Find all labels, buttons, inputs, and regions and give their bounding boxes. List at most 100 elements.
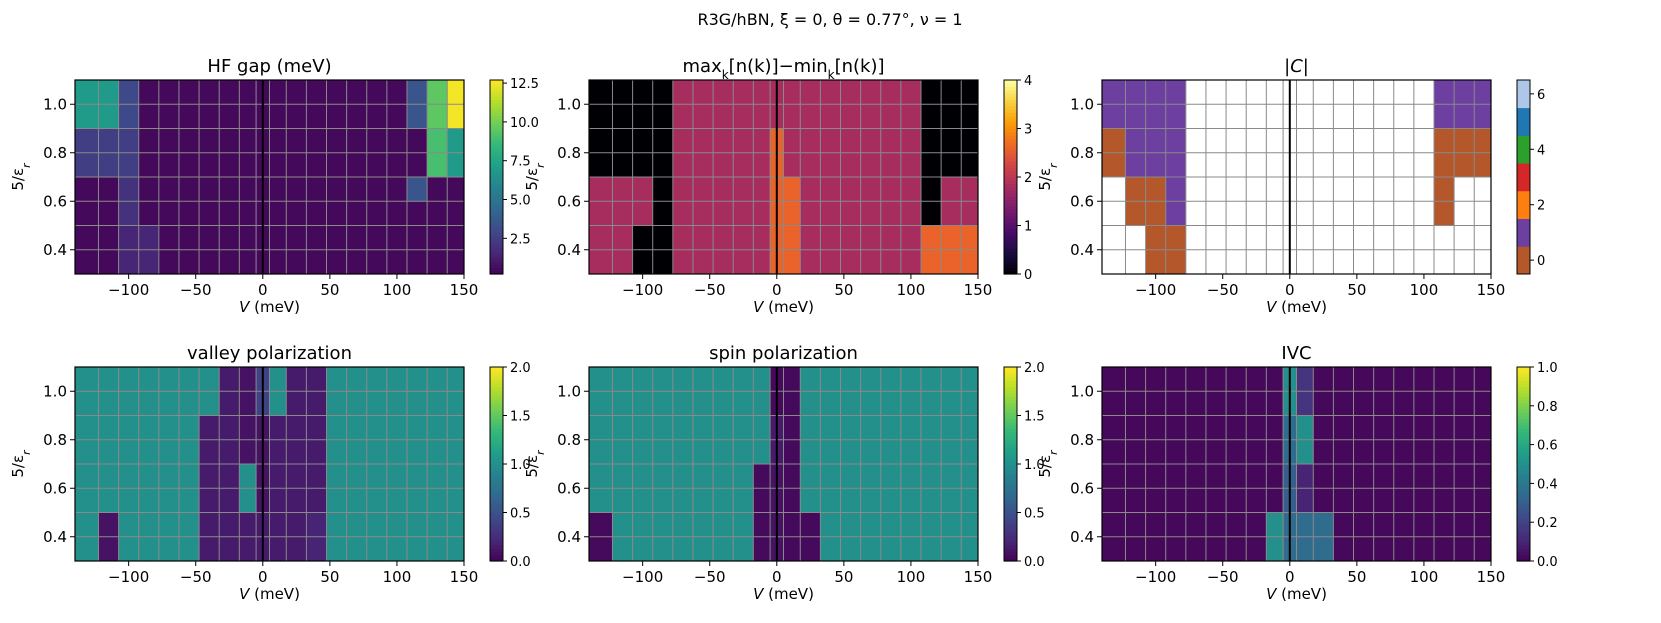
colorbar-segment <box>1004 483 1017 488</box>
x-tick-label: 0 <box>772 281 782 299</box>
heatmap-cell <box>860 128 882 154</box>
colorbar-tick-label: 2 <box>1024 171 1032 186</box>
heatmap-cell <box>1125 201 1146 226</box>
heatmap-cell <box>75 536 99 562</box>
heatmap-cell <box>860 464 882 489</box>
heatmap-cell <box>98 104 119 129</box>
heatmap-cell <box>406 367 428 392</box>
y-tick-label: 0.4 <box>557 241 581 259</box>
heatmap-cell <box>1226 225 1247 251</box>
heatmap-cell <box>753 488 771 513</box>
heatmap-cell <box>1413 177 1435 202</box>
heatmap-cell <box>1474 201 1492 226</box>
heatmap-cell <box>880 536 902 562</box>
heatmap-cell <box>753 80 771 105</box>
heatmap-cell <box>753 415 771 441</box>
heatmap-cell <box>880 464 902 489</box>
heatmap-cell <box>880 249 902 275</box>
heatmap-cell <box>672 128 694 154</box>
heatmap-cell <box>733 439 754 465</box>
heatmap-cell <box>178 464 200 489</box>
heatmap-cell <box>920 439 942 465</box>
colorbar-segment <box>490 373 503 378</box>
heatmap-cell <box>783 201 801 226</box>
colorbar-segment <box>1004 257 1017 262</box>
colorbar-segment <box>490 493 503 497</box>
colorbar-segment <box>490 219 503 223</box>
heatmap-cell <box>75 201 99 226</box>
heatmap-cell <box>326 391 348 416</box>
heatmap-cell <box>386 152 408 178</box>
colorbar-segment <box>1517 493 1530 497</box>
colorbar-segment <box>1004 396 1017 400</box>
x-tick-label: 0 <box>258 281 268 299</box>
heatmap-cells <box>1102 367 1492 562</box>
heatmap-cell <box>612 512 633 538</box>
colorbar-segment <box>1517 518 1530 523</box>
heatmap-cell <box>178 415 200 441</box>
heatmap-cell <box>1313 415 1334 441</box>
heatmap-cell <box>920 415 942 441</box>
heatmap-cell <box>1125 415 1146 441</box>
heatmap-cell <box>941 225 962 251</box>
heatmap-cell <box>1393 464 1415 489</box>
heatmap-cell <box>269 439 287 465</box>
heatmap-cell <box>1353 80 1375 105</box>
heatmap-cell <box>306 415 327 441</box>
heatmap-cell <box>713 536 734 562</box>
heatmap-cell <box>1145 488 1167 513</box>
heatmap-cell <box>138 415 160 441</box>
heatmap-cell <box>158 177 180 202</box>
colorbar-segment <box>1004 219 1017 223</box>
colorbar-segment <box>1004 189 1017 194</box>
heatmap-cell <box>75 80 99 105</box>
heatmap-cell <box>219 249 240 275</box>
heatmap-cell <box>1333 152 1354 178</box>
heatmap-cell <box>219 415 240 441</box>
heatmap-cell <box>138 512 160 538</box>
heatmap-cell <box>941 152 962 178</box>
colorbar-tick-label: 0 <box>1537 254 1545 269</box>
colorbar-segment <box>1004 86 1017 91</box>
colorbar-tick-label: 0.6 <box>1537 439 1558 454</box>
heatmap-cell <box>178 80 200 105</box>
heatmap-cell <box>1102 488 1126 513</box>
heatmap-cell <box>447 152 465 178</box>
heatmap-cell <box>447 439 465 465</box>
heatmap-cell <box>1353 512 1375 538</box>
y-tick-label: 0.8 <box>557 431 581 449</box>
heatmap-cell <box>941 104 962 129</box>
heatmap-cell <box>820 415 841 441</box>
heatmap-cell <box>1266 152 1284 178</box>
heatmap-cell <box>286 439 307 465</box>
colorbar-segment <box>490 244 503 249</box>
heatmap-cell <box>138 439 160 465</box>
colorbar-segment <box>1004 154 1017 159</box>
heatmap-cell <box>75 391 99 416</box>
heatmap-cell <box>118 177 140 202</box>
colorbar-segment <box>1004 141 1017 146</box>
colorbar-segment <box>1004 496 1017 501</box>
heatmap-cell <box>269 104 287 129</box>
heatmap-cell <box>1125 225 1146 251</box>
colorbar-segment <box>490 467 503 472</box>
heatmap-cell <box>1226 367 1247 392</box>
heatmap-cell <box>652 464 674 489</box>
heatmap-cell <box>1433 225 1455 251</box>
heatmap-cell <box>672 391 694 416</box>
heatmap-cell <box>138 464 160 489</box>
heatmap-cell <box>1474 391 1492 416</box>
colorbar-segment <box>490 392 503 397</box>
colorbar-segment <box>490 115 503 120</box>
heatmap-cell <box>941 488 962 513</box>
heatmap-cell <box>269 80 287 105</box>
colorbar-segment <box>1004 489 1017 494</box>
heatmap-cell <box>941 367 962 392</box>
heatmap-cell <box>1226 488 1247 513</box>
heatmap-cell <box>1185 488 1207 513</box>
colorbar-segment <box>1517 246 1530 275</box>
heatmap-cell <box>1393 104 1415 129</box>
heatmap-cell <box>1353 177 1375 202</box>
heatmap-cell <box>1373 367 1395 392</box>
colorbar-tick-label: 0.0 <box>1024 555 1045 570</box>
